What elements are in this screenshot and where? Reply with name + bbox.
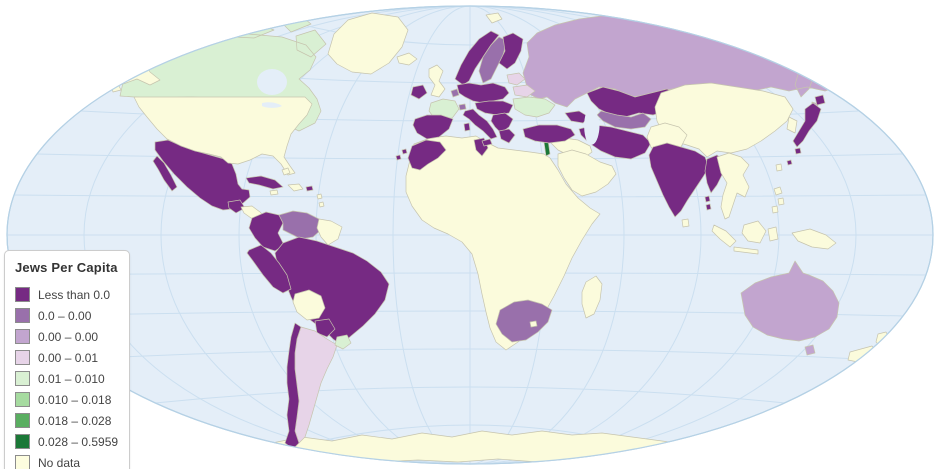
- legend-label: 0.018 – 0.028: [38, 413, 112, 428]
- legend-label: 0.00 – 0.00: [38, 329, 99, 344]
- country-italy[interactable]: [462, 108, 498, 147]
- legend-item: Less than 0.0: [15, 284, 119, 305]
- country-paraguay[interactable]: [314, 318, 336, 338]
- legend-swatch: [15, 455, 30, 469]
- country-lesser-antilles[interactable]: [316, 193, 325, 208]
- country-south-africa[interactable]: [495, 299, 553, 343]
- legend-swatch: [15, 392, 30, 407]
- caspian-sea: [584, 108, 600, 145]
- country-uruguay[interactable]: [334, 334, 352, 350]
- country-lesotho[interactable]: [529, 320, 538, 328]
- country-svalbard[interactable]: [485, 12, 503, 24]
- country-venezuela[interactable]: [278, 210, 323, 240]
- legend-item: 0.01 – 0.010: [15, 368, 119, 389]
- country-iceland[interactable]: [396, 52, 418, 66]
- country-germany-poland[interactable]: [456, 82, 510, 104]
- hudson-bay: [257, 69, 287, 95]
- country-ireland[interactable]: [410, 84, 428, 100]
- great-lakes: [262, 102, 282, 108]
- country-usa[interactable]: [133, 96, 313, 176]
- legend-label: 0.0 – 0.00: [38, 308, 92, 323]
- legend-item: 0.00 – 0.00: [15, 326, 119, 347]
- country-finland[interactable]: [498, 32, 524, 70]
- legend-label: No data: [38, 455, 81, 469]
- legend-swatch: [15, 308, 30, 323]
- country-madagascar[interactable]: [581, 275, 603, 319]
- legend-swatch: [15, 287, 30, 302]
- legend-swatch: [15, 413, 30, 428]
- country-india[interactable]: [648, 142, 712, 218]
- country-uzbekistan-turkmenistan[interactable]: [596, 110, 652, 130]
- country-bolivia[interactable]: [292, 289, 326, 321]
- legend-swatch: [15, 371, 30, 386]
- legend-label: 0.010 – 0.018: [38, 392, 112, 407]
- country-austria-hungary[interactable]: [474, 100, 514, 116]
- legend-item: No data: [15, 452, 119, 469]
- country-taiwan[interactable]: [775, 163, 783, 172]
- country-guyanas[interactable]: [316, 218, 343, 246]
- country-peru-ecuador[interactable]: [246, 244, 292, 294]
- country-benelux[interactable]: [450, 88, 460, 98]
- country-caribbean-islands[interactable]: [269, 167, 304, 196]
- country-sri-lanka[interactable]: [681, 218, 690, 228]
- legend-label: 0.028 – 0.5959: [38, 434, 119, 449]
- country-puerto-rico[interactable]: [305, 185, 314, 192]
- country-ukraine[interactable]: [512, 96, 556, 118]
- inland-water: [257, 69, 600, 145]
- country-baltics[interactable]: [506, 72, 526, 86]
- legend-item: 0.00 – 0.01: [15, 347, 119, 368]
- legend-label: 0.00 – 0.01: [38, 350, 99, 365]
- country-greece[interactable]: [498, 128, 516, 144]
- country-se-asia[interactable]: [716, 152, 750, 220]
- legend-item: 0.010 – 0.018: [15, 389, 119, 410]
- country-africa[interactable]: [405, 135, 601, 351]
- globe-outline: [6, 5, 934, 465]
- country-uk[interactable]: [428, 64, 446, 98]
- country-switzerland[interactable]: [458, 103, 467, 111]
- country-korea[interactable]: [786, 116, 798, 134]
- legend-label: 0.01 – 0.010: [38, 371, 105, 386]
- legend-item: 0.0 – 0.00: [15, 305, 119, 326]
- country-hawaii[interactable]: [849, 79, 864, 90]
- legend-swatch: [15, 434, 30, 449]
- country-norway[interactable]: [454, 30, 500, 86]
- legend-item: 0.018 – 0.028: [15, 410, 119, 431]
- legend-swatch: [15, 350, 30, 365]
- legend-swatch: [15, 329, 30, 344]
- country-turkey[interactable]: [522, 124, 576, 144]
- country-morocco[interactable]: [395, 139, 447, 171]
- country-indonesia[interactable]: [711, 220, 837, 255]
- country-arabia[interactable]: [557, 149, 617, 197]
- country-tasmania[interactable]: [804, 344, 816, 356]
- legend-panel: Jews Per Capita Less than 0.0 0.0 – 0.00…: [4, 250, 130, 469]
- legend-item: 0.028 – 0.5959: [15, 431, 119, 452]
- legend-label: Less than 0.0: [38, 287, 111, 302]
- country-belarus[interactable]: [512, 84, 536, 98]
- country-cuba[interactable]: [245, 175, 284, 190]
- country-philippines[interactable]: [771, 186, 785, 214]
- country-spain-portugal[interactable]: [412, 114, 454, 140]
- legend-title: Jews Per Capita: [15, 260, 118, 275]
- country-russia-chukotka[interactable]: [116, 24, 156, 56]
- country-greenland[interactable]: [327, 12, 409, 75]
- country-guatemala[interactable]: [227, 199, 246, 214]
- country-japan[interactable]: [786, 94, 826, 166]
- country-australia[interactable]: [740, 260, 840, 342]
